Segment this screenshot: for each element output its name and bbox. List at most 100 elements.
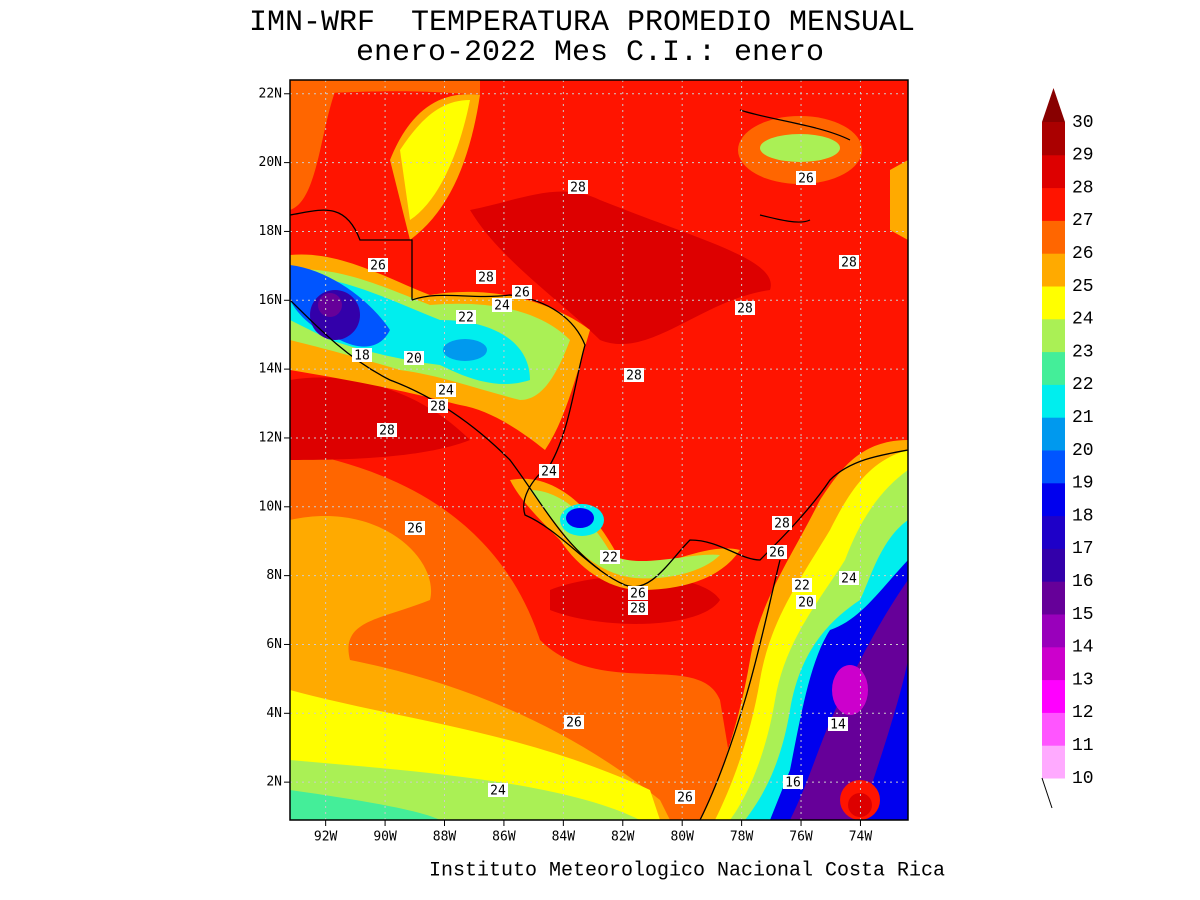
colorbar-swatch bbox=[1042, 646, 1065, 681]
contour-label: 28 bbox=[626, 369, 642, 384]
y-tick-label: 2N bbox=[266, 775, 282, 790]
y-tick-label: 4N bbox=[266, 706, 282, 721]
colorbar-label: 16 bbox=[1072, 572, 1094, 592]
contour-label-box bbox=[772, 516, 792, 530]
contour-label-box bbox=[839, 571, 859, 585]
contour-label: 26 bbox=[769, 546, 785, 561]
colorbar-swatch bbox=[1042, 220, 1065, 254]
x-tick-label: 80W bbox=[670, 830, 694, 845]
colorbar-extension bbox=[1042, 88, 1065, 122]
colorbar-label: 26 bbox=[1072, 244, 1094, 264]
contour-label: 28 bbox=[841, 256, 857, 271]
y-tick-label: 6N bbox=[266, 637, 282, 652]
x-tick-label: 82W bbox=[611, 830, 635, 845]
footer: Instituto Meteorologico Nacional Costa R… bbox=[429, 859, 945, 882]
contour-label-box bbox=[476, 270, 496, 284]
y-tick-label: 22N bbox=[259, 86, 282, 101]
subtitle: enero-2022 Mes C.I.: enero bbox=[356, 36, 824, 70]
contour-label-box bbox=[783, 775, 803, 789]
contour-label-box bbox=[436, 383, 456, 397]
colorbar-swatch bbox=[1042, 548, 1065, 582]
colorbar-label: 18 bbox=[1072, 506, 1094, 526]
contour-label: 28 bbox=[630, 602, 646, 617]
colorbar-label: 23 bbox=[1072, 342, 1094, 362]
contour-label: 28 bbox=[570, 181, 586, 196]
contour-label-box bbox=[624, 368, 644, 382]
contour-label: 26 bbox=[630, 587, 646, 602]
colorbar-swatch bbox=[1042, 679, 1065, 713]
colorbar-swatch bbox=[1042, 154, 1065, 189]
colorbar-label: 17 bbox=[1072, 539, 1094, 559]
x-tick-label: 86W bbox=[492, 830, 516, 845]
contour-label-box bbox=[767, 545, 787, 559]
contour-label: 20 bbox=[798, 596, 814, 611]
colorbar-swatch bbox=[1042, 187, 1065, 221]
contour-label: 26 bbox=[798, 172, 814, 187]
colorbar-swatch bbox=[1042, 515, 1065, 549]
colorbar-swatch bbox=[1042, 450, 1065, 484]
title: IMN-WRF TEMPERATURA PROMEDIO MENSUAL bbox=[249, 6, 915, 40]
contour-label: 16 bbox=[785, 776, 801, 791]
contour-label-box bbox=[828, 717, 848, 731]
contour-label-box bbox=[512, 285, 532, 299]
contour-label-box bbox=[368, 258, 388, 272]
contour-label: 22 bbox=[602, 551, 618, 566]
contour-label: 20 bbox=[406, 352, 422, 367]
contour-label-box bbox=[404, 351, 424, 365]
contour-label: 26 bbox=[407, 522, 423, 537]
grid: 92W 90W 88W 86W 84W 82W 80W 78W 76W 74W 2N 4N 6N 8N 10… bbox=[259, 80, 908, 845]
contour-label-box bbox=[377, 423, 397, 437]
y-tick-label: 10N bbox=[259, 499, 282, 514]
y-tick-label: 20N bbox=[259, 155, 282, 170]
x-tick-label: 74W bbox=[849, 830, 873, 845]
temperature-field bbox=[290, 80, 908, 820]
colorbar-label: 14 bbox=[1072, 638, 1094, 658]
colorbar-swatch bbox=[1042, 318, 1065, 353]
colorbar-label: 12 bbox=[1072, 703, 1094, 723]
x-tick-label: 84W bbox=[552, 830, 576, 845]
colorbar-label: 11 bbox=[1072, 736, 1094, 756]
contour-label-box bbox=[628, 586, 648, 600]
y-tick-label: 14N bbox=[259, 362, 282, 377]
contour-label-box bbox=[539, 464, 559, 478]
x-tick-label: 76W bbox=[789, 830, 813, 845]
contour-label-box bbox=[600, 550, 620, 564]
contour-label: 28 bbox=[430, 400, 446, 415]
colorbar-swatch bbox=[1042, 351, 1065, 385]
contour-label-box bbox=[568, 180, 588, 194]
y-tick-label: 12N bbox=[259, 430, 282, 445]
colorbar-label: 30 bbox=[1072, 113, 1094, 133]
y-tick-label: 16N bbox=[259, 293, 282, 308]
colorbar-swatch bbox=[1042, 614, 1065, 648]
contour-label: 24 bbox=[494, 299, 510, 314]
contour-label-box bbox=[735, 301, 755, 315]
colorbar-label: 29 bbox=[1072, 146, 1094, 166]
contour-label: 14 bbox=[830, 718, 846, 733]
colorbar-label: 25 bbox=[1072, 277, 1094, 297]
contour-label-box bbox=[428, 399, 448, 413]
contour-label-box bbox=[492, 298, 512, 312]
contour-label: 28 bbox=[774, 517, 790, 532]
x-tick-label: 78W bbox=[730, 830, 754, 845]
contour-label: 28 bbox=[737, 302, 753, 317]
colorbar-swatch bbox=[1042, 482, 1065, 517]
contour-label-box bbox=[792, 578, 812, 592]
contour-label-box bbox=[405, 521, 425, 535]
contour-label: 26 bbox=[566, 716, 582, 731]
colorbar-swatch bbox=[1042, 122, 1065, 156]
x-tick-label: 88W bbox=[433, 830, 457, 845]
contour-label: 26 bbox=[514, 286, 530, 301]
colorbar-swatch bbox=[1042, 384, 1065, 418]
contour-label-box bbox=[488, 783, 508, 797]
colorbar-label: 27 bbox=[1072, 211, 1094, 231]
contour-label: 22 bbox=[794, 579, 810, 594]
colorbar-label: 22 bbox=[1072, 375, 1094, 395]
contour-label: 24 bbox=[490, 784, 506, 799]
colorbar-swatch bbox=[1042, 745, 1065, 779]
contour-label: 24 bbox=[841, 572, 857, 587]
colorbar-swatch bbox=[1042, 253, 1065, 287]
contour-label-box bbox=[564, 715, 584, 729]
contour-label: 28 bbox=[379, 424, 395, 439]
